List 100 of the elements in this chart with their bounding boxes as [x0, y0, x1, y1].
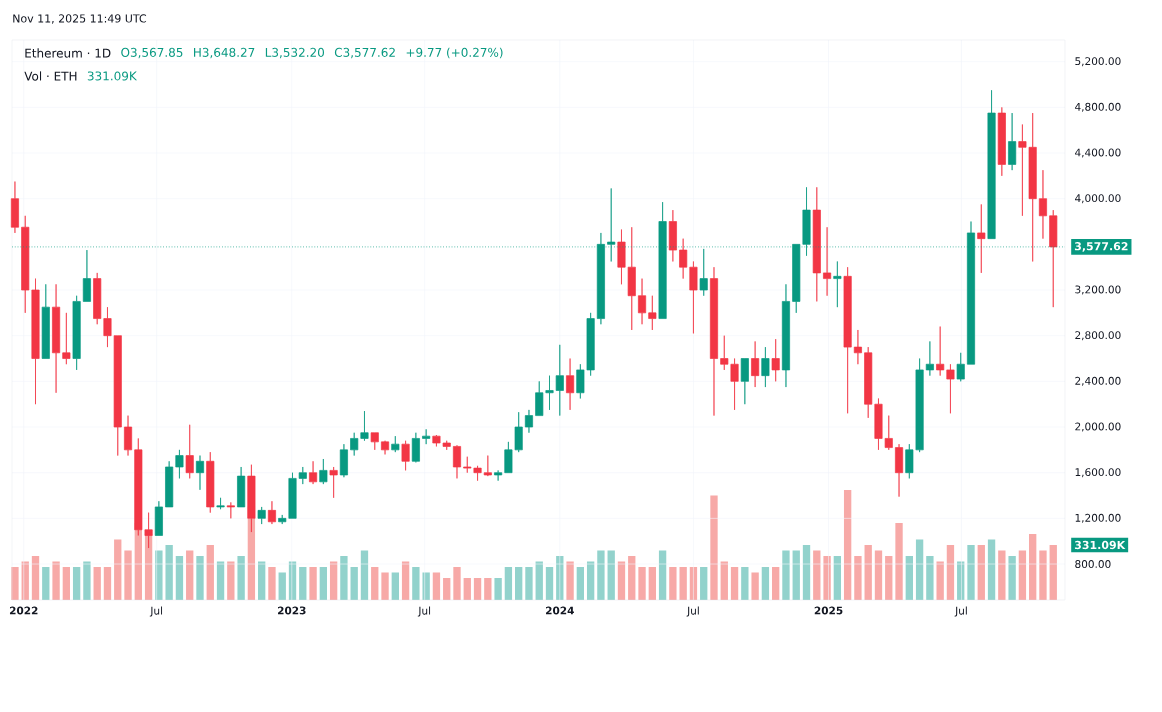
candlestick — [52, 283, 61, 394]
candlestick — [206, 451, 215, 513]
y-tick-label: 4,000.00 — [1075, 194, 1121, 204]
bar — [360, 550, 369, 600]
bar — [196, 555, 204, 600]
annotation: O3,567.85 — [121, 47, 183, 59]
candlestick — [823, 226, 832, 297]
candlestick — [648, 295, 657, 331]
candlestick — [925, 341, 934, 376]
bar — [52, 561, 60, 600]
candlestick — [946, 363, 955, 414]
bar — [915, 539, 924, 600]
bar — [525, 566, 533, 600]
bar — [1039, 550, 1047, 600]
bar — [566, 561, 574, 600]
bar — [730, 566, 739, 600]
candlestick — [257, 506, 266, 525]
candlestick — [524, 409, 533, 434]
annotation: 331.09K — [87, 71, 138, 81]
bar — [679, 566, 687, 600]
candlestick — [1008, 112, 1017, 171]
candlestick — [781, 283, 790, 388]
y-tick-label: 1,600.00 — [1075, 468, 1121, 478]
candlestick — [124, 415, 133, 456]
bar — [463, 577, 471, 600]
bar — [62, 566, 71, 600]
candlestick — [730, 358, 739, 411]
candlestick — [997, 107, 1006, 177]
bar — [186, 550, 194, 600]
bar — [432, 572, 441, 600]
candlestick — [1038, 169, 1047, 239]
bar — [987, 539, 996, 600]
bar — [504, 566, 513, 600]
bar — [206, 544, 214, 600]
bar — [391, 572, 399, 600]
candlestick — [566, 358, 575, 411]
text: Ethereum · 1D — [25, 48, 111, 58]
candlestick — [370, 432, 379, 451]
y-tick-label: 3,200.00 — [1075, 285, 1121, 295]
y-tick-label: 2,400.00 — [1075, 376, 1121, 386]
candlestick — [699, 248, 708, 297]
bar — [761, 566, 770, 600]
candlestick — [432, 434, 441, 447]
candlestick — [473, 465, 482, 482]
bar — [114, 539, 122, 600]
bar — [782, 550, 790, 600]
bar — [1049, 544, 1057, 600]
y-tick-label: 2,800.00 — [1075, 331, 1121, 341]
candlestick — [761, 346, 770, 388]
candlestick — [483, 455, 492, 477]
bar — [792, 550, 800, 600]
annotation: +9.77 (+0.27%) — [406, 47, 503, 59]
bar — [42, 566, 50, 600]
candlestick — [391, 435, 400, 453]
bar — [299, 566, 307, 600]
candlestick — [679, 238, 688, 279]
candlestick — [339, 443, 348, 478]
bar — [700, 566, 708, 600]
bar — [607, 550, 615, 600]
y-tick-label: 4,800.00 — [1075, 102, 1121, 112]
candlestick — [72, 295, 81, 371]
bar — [854, 555, 862, 600]
x-tick-label: Jul — [417, 606, 431, 617]
bar — [412, 566, 420, 600]
bar — [443, 577, 451, 600]
candlestick — [319, 458, 328, 485]
candlestick — [833, 261, 842, 308]
y-tick-label: 2,000.00 — [1075, 422, 1121, 432]
x-tick-label: 2024 — [546, 606, 574, 615]
candlestick — [720, 335, 729, 371]
bar — [648, 566, 656, 600]
bar — [741, 566, 749, 600]
candlestick — [165, 460, 174, 508]
text: Nov 11, 2025 11:49 UTC — [13, 14, 147, 24]
ref-line-label: 3,577.62 — [1074, 242, 1128, 252]
candlestick — [452, 444, 462, 479]
bar — [802, 544, 811, 600]
bar — [936, 561, 944, 600]
bar — [710, 495, 718, 600]
bar — [453, 566, 461, 600]
bar — [155, 550, 163, 600]
bar — [72, 566, 81, 600]
x-tick-label: 2025 — [814, 606, 843, 615]
candlestick — [329, 466, 338, 499]
candlestick — [195, 455, 205, 491]
candlestick — [237, 466, 246, 508]
bar — [494, 577, 502, 600]
bar — [237, 555, 245, 600]
y-tick-label: 800.00 — [1075, 560, 1111, 568]
bar — [998, 550, 1006, 600]
candlestick — [309, 460, 318, 485]
x-tick-label: Jul — [954, 606, 967, 617]
bar — [422, 572, 430, 600]
bar — [350, 566, 358, 600]
y-tick-label: 1,200.00 — [1075, 513, 1121, 523]
bar — [381, 572, 389, 600]
bar — [93, 566, 101, 600]
bar — [1029, 533, 1037, 600]
candlestick — [442, 440, 451, 451]
candlestick — [535, 381, 544, 416]
